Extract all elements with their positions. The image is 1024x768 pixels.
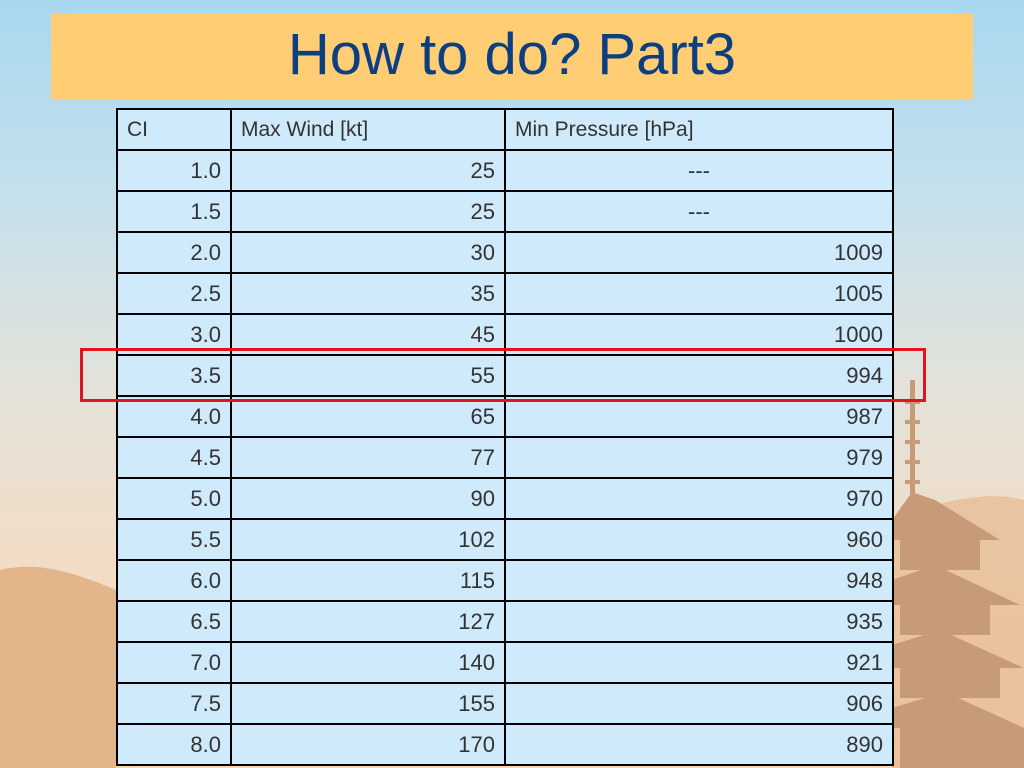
header-ci: CI [116,108,232,151]
cell-ci: 6.5 [116,600,232,643]
cell-min-pressure: --- [504,190,894,233]
cell-min-pressure: 987 [504,395,894,438]
cell-min-pressure: 979 [504,436,894,479]
cell-max-wind: 25 [230,149,506,192]
cell-min-pressure: 994 [504,354,894,397]
cell-ci: 1.5 [116,190,232,233]
cell-ci: 1.0 [116,149,232,192]
table-row: 2.5 35 1005 [116,272,894,315]
table-row: 8.0 170 890 [116,723,894,766]
cell-min-pressure: 960 [504,518,894,561]
cell-min-pressure: 970 [504,477,894,520]
table-row: 3.5 55 994 [116,354,894,397]
table-row: 4.0 65 987 [116,395,894,438]
cell-min-pressure: 935 [504,600,894,643]
table-row: 2.0 30 1009 [116,231,894,274]
cell-max-wind: 55 [230,354,506,397]
header-max-wind: Max Wind [kt] [230,108,506,151]
cell-max-wind: 35 [230,272,506,315]
cell-max-wind: 127 [230,600,506,643]
table-row: 5.0 90 970 [116,477,894,520]
table-row: 7.5 155 906 [116,682,894,725]
table-row: 4.5 77 979 [116,436,894,479]
cell-min-pressure: --- [504,149,894,192]
cell-max-wind: 170 [230,723,506,766]
cell-ci: 3.5 [116,354,232,397]
cell-min-pressure: 1005 [504,272,894,315]
cell-min-pressure: 906 [504,682,894,725]
cell-ci: 6.0 [116,559,232,602]
cell-ci: 4.5 [116,436,232,479]
ci-wind-pressure-table: CI Max Wind [kt] Min Pressure [hPa] 1.0 2… [116,108,894,766]
cell-max-wind: 77 [230,436,506,479]
cell-ci: 2.0 [116,231,232,274]
pagoda-silhouette [892,380,1024,768]
cell-min-pressure: 1009 [504,231,894,274]
table-body: 1.0 25 --- 1.5 25 --- 2.0 30 1009 2.5 35 1005 3.0 45 1… [116,149,894,766]
table-row: 7.0 140 921 [116,641,894,684]
table-header-row: CI Max Wind [kt] Min Pressure [hPa] [116,108,894,151]
cell-ci: 4.0 [116,395,232,438]
hill-left [0,566,116,768]
cell-max-wind: 140 [230,641,506,684]
cell-ci: 7.0 [116,641,232,684]
cell-ci: 5.5 [116,518,232,561]
cell-min-pressure: 921 [504,641,894,684]
cell-min-pressure: 948 [504,559,894,602]
table-row: 3.0 45 1000 [116,313,894,356]
cell-ci: 7.5 [116,682,232,725]
cell-ci: 3.0 [116,313,232,356]
table-row: 5.5 102 960 [116,518,894,561]
cell-ci: 2.5 [116,272,232,315]
cell-max-wind: 65 [230,395,506,438]
cell-max-wind: 30 [230,231,506,274]
cell-max-wind: 90 [230,477,506,520]
table-row: 6.0 115 948 [116,559,894,602]
cell-max-wind: 25 [230,190,506,233]
cell-max-wind: 45 [230,313,506,356]
cell-max-wind: 115 [230,559,506,602]
cell-max-wind: 102 [230,518,506,561]
header-min-pressure: Min Pressure [hPa] [504,108,894,151]
title-band: How to do? Part3 [51,13,973,100]
cell-ci: 8.0 [116,723,232,766]
table-row: 6.5 127 935 [116,600,894,643]
cell-ci: 5.0 [116,477,232,520]
table-row: 1.5 25 --- [116,190,894,233]
table-row: 1.0 25 --- [116,149,894,192]
cell-min-pressure: 1000 [504,313,894,356]
page-title: How to do? Part3 [287,21,737,87]
cell-max-wind: 155 [230,682,506,725]
cell-min-pressure: 890 [504,723,894,766]
